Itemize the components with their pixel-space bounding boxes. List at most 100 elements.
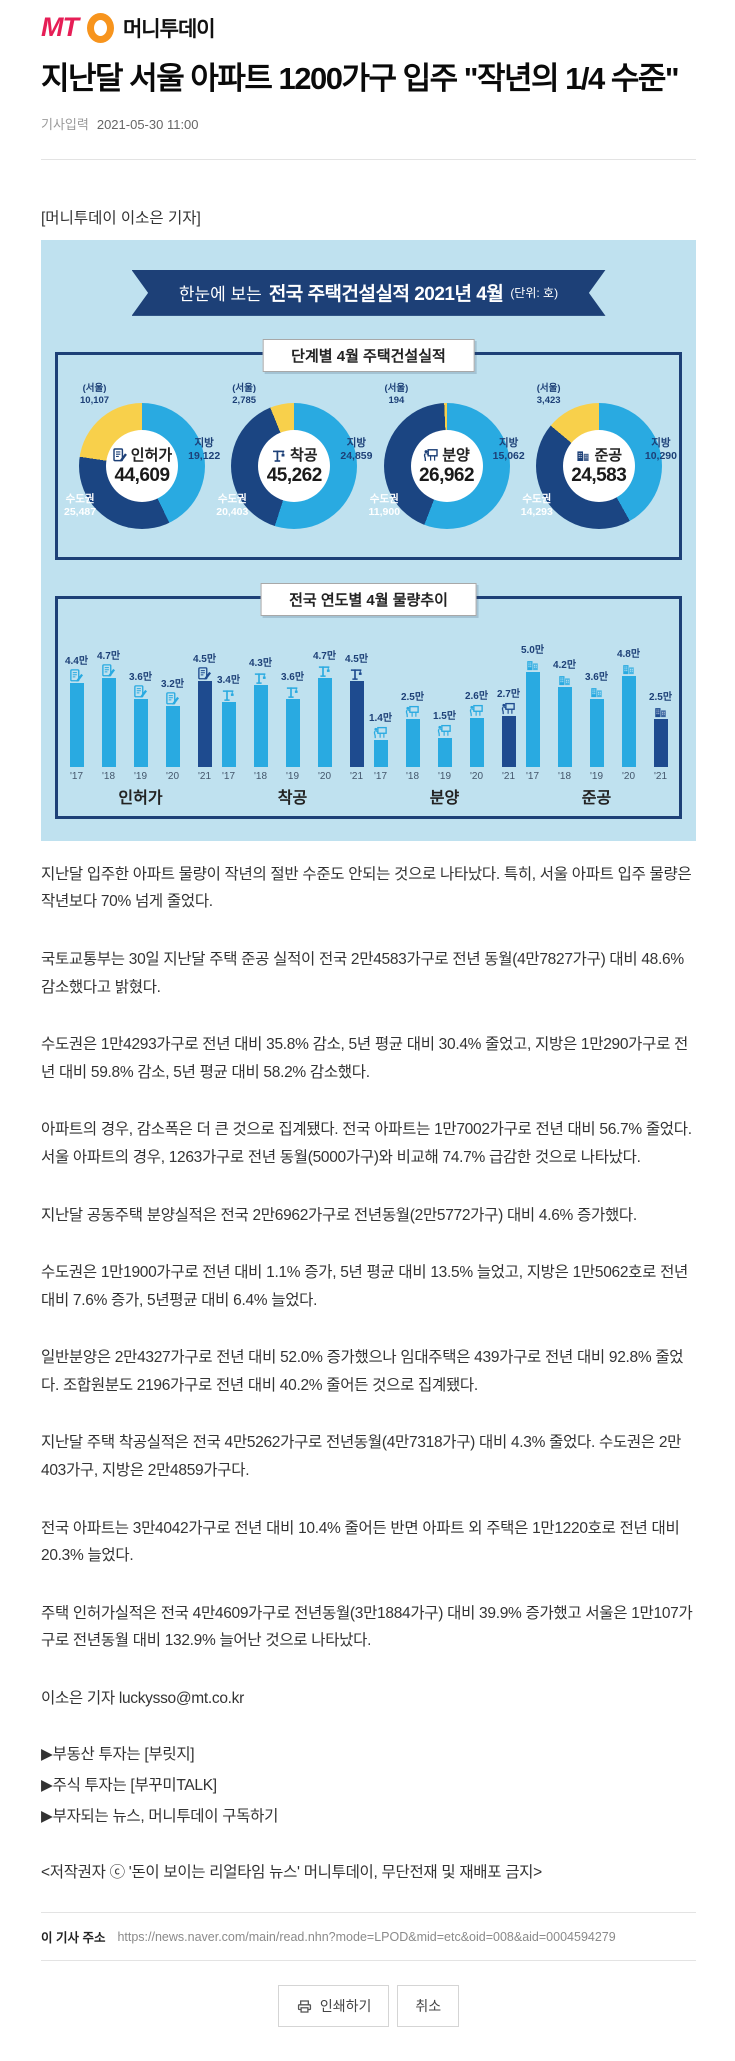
donut-ring: 인허가 44,609: [79, 402, 205, 529]
donut-label-sudogwon: 수도권 14,293: [520, 492, 553, 519]
related-link[interactable]: ▶부동산 투자는 [부릿지]: [41, 1746, 195, 1764]
donut-label-jibang: 지방 10,290: [644, 436, 677, 463]
bar-value-label: 4.7만: [96, 650, 121, 662]
bar-value-label: 1.5만: [432, 710, 457, 722]
bar-group-name: 인허가: [118, 789, 163, 807]
bar: [253, 684, 268, 767]
bar-group-분양: 1.4만 '17 2.5만 '18 1.5만 '19 2.6만 '20 2.7만 '21 분양: [369, 685, 520, 808]
copyright: <저작권자 ⓒ '돈이 보이는 리얼타임 뉴스' 머니투데이, 무단전재 및 재…: [41, 1864, 542, 1882]
bar-year-label: '18: [101, 770, 116, 782]
document-icon: [165, 691, 180, 706]
infographic: 한눈에 보는 전국 주택건설실적 2021년 4월 (단위: 호) 단계별 4월…: [41, 239, 696, 841]
bar-group-name: 분양: [429, 789, 460, 807]
related-link[interactable]: ▶주식 투자는 [부꾸미TALK]: [41, 1777, 217, 1795]
bar-column: 4.5만 '21: [344, 650, 369, 782]
bar-year-label: '18: [405, 770, 420, 782]
bar-group-인허가: 4.4만 '17 4.7만 '18 3.6만 '19 3.2만 '20 4.5만 '21 인허가: [65, 647, 216, 808]
bar-value-label: 3.6만: [280, 671, 305, 683]
document-icon: [101, 663, 116, 678]
bar-year-label: '21: [501, 770, 516, 782]
article-meta: 기사입력 2021-05-30 11:00: [41, 114, 696, 133]
building-icon: [525, 657, 540, 672]
donut-chart-bunyang: 분양 26,962 (서울) 194 지방 15,062 수도권 11,900: [369, 383, 525, 545]
bar-column: 4.4만 '17: [65, 652, 88, 782]
crane-icon: [349, 666, 364, 681]
donut-total: 24,583: [571, 465, 627, 487]
bar-group-name: 착공: [277, 789, 308, 807]
donut-row: 인허가 44,609 (서울) 10,107 지방 19,122 수도권 25,487 착공 45…: [62, 383, 677, 551]
article-title: 지난달 서울 아파트 1200가구 입주 "작년의 1/4 수준": [41, 61, 680, 96]
bar-year-label: '20: [621, 770, 636, 782]
mt-logo[interactable]: MT: [41, 12, 79, 42]
building-icon: [557, 672, 572, 687]
bar-value-label: 3.6만: [584, 671, 609, 683]
bar-value-label: 3.4만: [216, 674, 241, 686]
banner-prefix: 한눈에 보는: [178, 285, 262, 305]
donut-total: 26,962: [418, 465, 475, 487]
print-button[interactable]: 인쇄하기: [277, 1985, 390, 2028]
url-label: 이 기사 주소: [41, 1931, 106, 1946]
bar: [285, 698, 300, 767]
article-paragraph: 일반분양은 2만4327가구로 전년 대비 52.0% 증가했으나 임대주택은 …: [41, 1349, 684, 1394]
article-paragraph: 아파트의 경우, 감소폭은 더 큰 것으로 집계됐다. 전국 아파트는 1만70…: [41, 1121, 692, 1166]
document-icon: [197, 666, 212, 681]
byline: 이소은 기자 luckysso@mt.co.kr: [41, 1689, 244, 1707]
document-icon: [112, 447, 128, 463]
article-paragraph: 전국 아파트는 3만4042가구로 전년 대비 10.4% 줄어든 반면 아파트…: [41, 1519, 680, 1565]
donut-name: 준공: [594, 447, 623, 465]
bar-year-label: '20: [317, 770, 332, 782]
bar-column: 2.6만 '20: [465, 687, 488, 782]
bar: [501, 715, 516, 767]
bar-value-label: 3.6만: [128, 671, 153, 683]
bar-value-label: 4.8만: [616, 648, 641, 660]
donut-ring: 준공 24,583: [535, 402, 662, 529]
infographic-banner: 한눈에 보는 전국 주택건설실적 2021년 4월 (단위: 호): [131, 269, 606, 316]
crane-icon: [317, 663, 332, 678]
bar: [69, 682, 84, 767]
bar-year-label: '21: [197, 770, 212, 782]
donut-chart-inhuga: 인허가 44,609 (서울) 10,107 지방 19,122 수도권 25,487: [64, 383, 220, 545]
bar: [437, 737, 452, 767]
bar-section-title: 전국 연도별 4월 물량추이: [260, 582, 477, 616]
crane-icon: [253, 670, 268, 685]
bar-section: 전국 연도별 4월 물량추이 4.4만 '17 4.7만 '18 3.6만 '19 3.2만…: [55, 582, 682, 819]
document-icon: [69, 668, 84, 683]
donut-label-sudogwon: 수도권 20,403: [216, 492, 249, 519]
sale-board-icon: [423, 447, 439, 463]
related-link[interactable]: ▶부자되는 뉴스, 머니투데이 구독하기: [41, 1808, 279, 1826]
donut-total: 44,609: [114, 465, 170, 487]
bar-value-label: 4.5만: [344, 653, 369, 665]
cancel-button-label: 취소: [415, 1998, 442, 2015]
bar-year-label: '20: [165, 770, 180, 782]
bar: [405, 718, 420, 767]
article-paragraph: 주택 인허가실적은 전국 4만4609가구로 전년동월(3만1884가구) 대비…: [41, 1604, 693, 1650]
bar-column: 2.7만 '21: [497, 685, 520, 782]
banner-title: 전국 주택건설실적 2021년 4월: [268, 284, 504, 306]
meta-label: 기사입력: [41, 116, 89, 132]
action-buttons: 인쇄하기 취소: [41, 1961, 696, 2035]
donut-center: 분양 26,962: [410, 429, 483, 502]
donut-name: 분양: [442, 447, 470, 465]
bar: [221, 701, 236, 767]
site-name[interactable]: 머니투데이: [122, 17, 216, 41]
bar: [133, 698, 148, 767]
meta-date: 2021-05-30 11:00: [96, 116, 199, 132]
bar-year-label: '18: [557, 770, 572, 782]
bar-year-label: '19: [285, 770, 300, 782]
bar-column: 2.5만 '18: [401, 688, 424, 782]
crane-icon: [271, 447, 287, 463]
mt-ring-icon: [86, 12, 114, 43]
donut-center: 준공 24,583: [562, 429, 635, 502]
bar-groups: 4.4만 '17 4.7만 '18 3.6만 '19 3.2만 '20 4.5만 '21 인허가 3.…: [62, 627, 675, 810]
bar-column: 1.5만 '19: [432, 707, 457, 782]
bar-group-name: 준공: [581, 789, 612, 807]
bar-value-label: 4.7만: [312, 650, 337, 662]
banner-unit: (단위: 호): [510, 286, 559, 301]
bar-year-label: '17: [221, 770, 236, 782]
cancel-button[interactable]: 취소: [397, 1985, 460, 2028]
article-url[interactable]: https://news.naver.com/main/read.nhn?mod…: [117, 1929, 616, 1944]
donut-center: 인허가 44,609: [106, 429, 178, 502]
bar: [317, 677, 332, 767]
bar: [349, 680, 364, 767]
donut-chart-jungong: 준공 24,583 (서울) 3,423 지방 10,290 수도권 14,293: [520, 383, 677, 545]
